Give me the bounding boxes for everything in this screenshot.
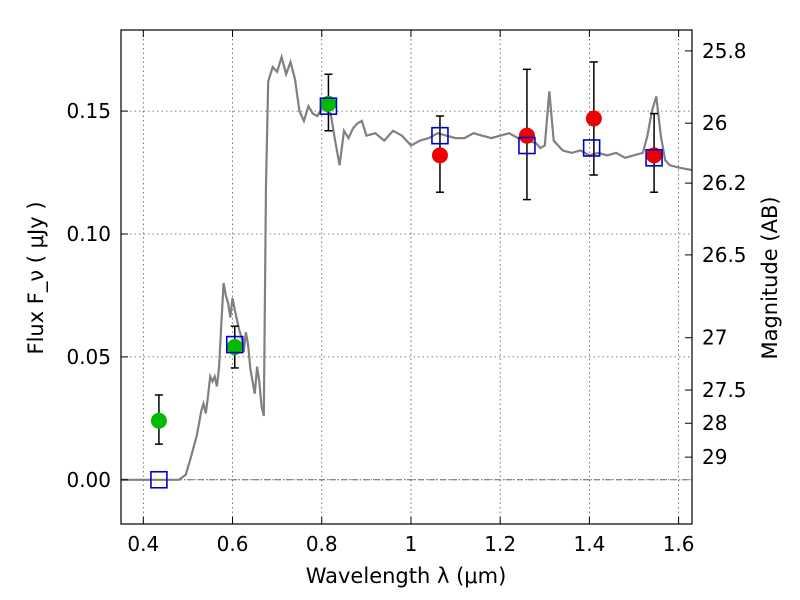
- y-tick-label: 0.05: [66, 345, 111, 369]
- model-box-marker: [225, 335, 244, 354]
- y-tick-label: 0.10: [66, 222, 111, 246]
- red-data-point: [518, 127, 535, 144]
- right-tick-label: 26: [702, 111, 727, 135]
- right-axis-label: Magnitude (AB): [758, 196, 782, 359]
- model-spectrum-line: [121, 52, 693, 481]
- model-box-marker: [518, 136, 536, 155]
- grid-lines: [121, 30, 692, 524]
- x-tick-label: 1: [405, 532, 418, 556]
- x-tick-label: 1.6: [663, 532, 695, 556]
- model-box-marker: [582, 139, 601, 157]
- x-tick-label: 1.4: [573, 532, 605, 556]
- right-tick-label: 28: [702, 411, 727, 435]
- red-data-point: [431, 147, 448, 164]
- x-tick-label: 1.2: [484, 532, 516, 556]
- green-data-point: [150, 412, 167, 429]
- right-tick-label: 27.5: [702, 378, 747, 402]
- model-box-marker: [150, 470, 168, 489]
- right-tick-label: 26.2: [702, 171, 747, 195]
- red-data-point: [646, 147, 663, 164]
- x-tick-label: 0.6: [217, 532, 249, 556]
- green-data-point: [226, 339, 243, 356]
- right-tick-label: 26.5: [702, 243, 747, 267]
- x-tick-label: 0.4: [127, 532, 159, 556]
- red-data-point: [585, 110, 602, 127]
- plot-frame: [120, 29, 693, 525]
- error-bars: [154, 61, 659, 445]
- axis-ticks: 0.4 0.6 0.8 1 1.2 1.4 1.6 0.00 0.05 0.10 0.15 25.8 2…: [66, 30, 747, 556]
- x-tick-label: 0.8: [306, 532, 338, 556]
- x-axis-label: Wavelength λ (μm): [306, 564, 507, 588]
- right-tick-label: 29: [702, 445, 727, 469]
- data-markers: [150, 95, 663, 489]
- y-tick-label: 0.00: [66, 468, 111, 492]
- right-tick-label: 25.8: [702, 39, 747, 63]
- green-data-point: [320, 95, 337, 112]
- model-box-marker: [645, 149, 663, 167]
- model-box-marker: [431, 126, 449, 145]
- y-axis-label: Flux F_ν ( μJy ): [24, 201, 49, 354]
- model-box-marker: [319, 97, 338, 115]
- y-tick-label: 0.15: [66, 99, 111, 123]
- right-tick-label: 27: [702, 326, 727, 350]
